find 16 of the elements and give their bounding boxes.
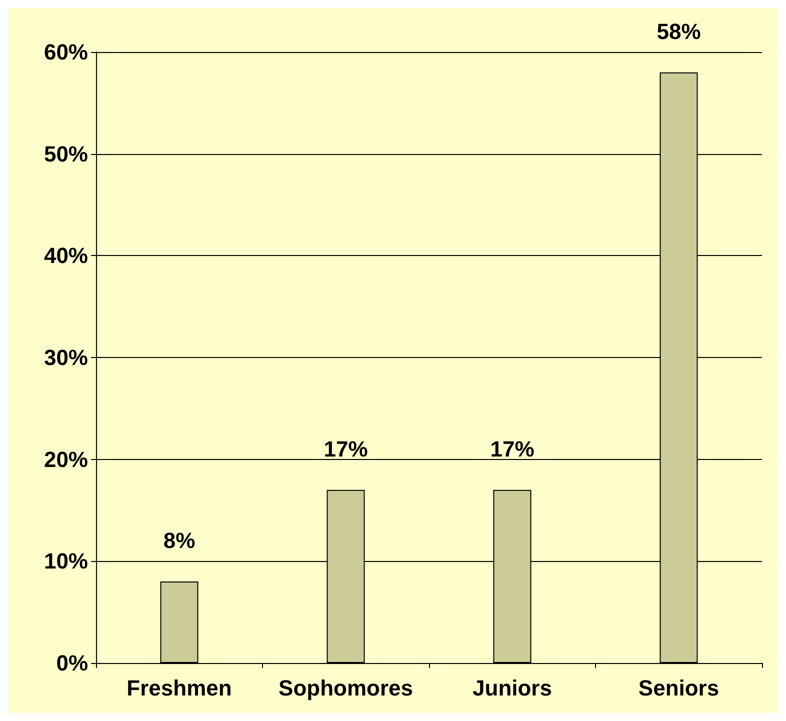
data-label: 58%: [656, 18, 701, 44]
x-tick-label: Seniors: [638, 676, 720, 700]
x-tick-label: Freshmen: [126, 676, 232, 700]
y-tick-label: 60%: [44, 40, 88, 64]
y-tick-label: 0%: [56, 650, 88, 676]
data-label: 8%: [163, 528, 196, 554]
y-tick-label: 10%: [44, 548, 88, 574]
y-tick-label: 40%: [44, 243, 88, 268]
x-tick-label: Sophomores: [278, 676, 413, 700]
bar: [160, 582, 198, 663]
y-tick-label: 20%: [44, 446, 88, 472]
data-label: 17%: [490, 436, 534, 462]
y-tick-label: 50%: [44, 141, 88, 166]
y-tick-label: 30%: [44, 345, 88, 370]
data-label: 17%: [324, 436, 368, 462]
x-tick-label: Juniors: [472, 676, 552, 700]
